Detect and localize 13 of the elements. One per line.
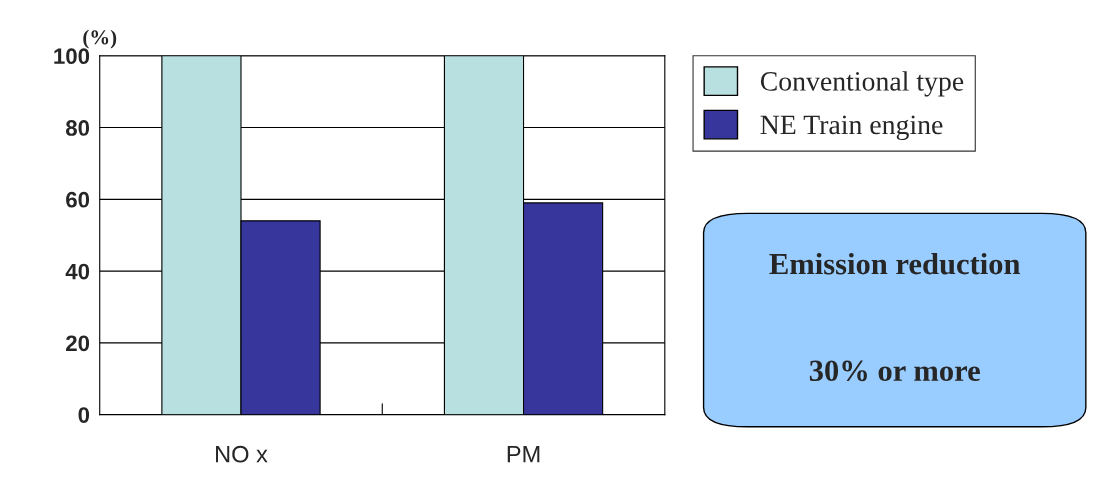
text: Emission reduction (769, 252, 1021, 275)
y-tick-label: 20 (66, 335, 90, 352)
y-tick-label: 60 (66, 191, 90, 208)
legend-label: Conventional type (760, 71, 964, 97)
legend-label: NE Train engine (760, 115, 943, 140)
y-axis-title: (%) (83, 29, 117, 49)
x-tick-label: NO x (216, 445, 268, 463)
y-tick-label: 40 (65, 263, 90, 280)
text: 30% or more (809, 360, 980, 382)
x-tick-label: PM (507, 446, 540, 463)
y-tick-label: 0 (78, 407, 90, 423)
y-tick-label: 100 (54, 48, 90, 65)
y-tick-label: 80 (65, 120, 90, 136)
